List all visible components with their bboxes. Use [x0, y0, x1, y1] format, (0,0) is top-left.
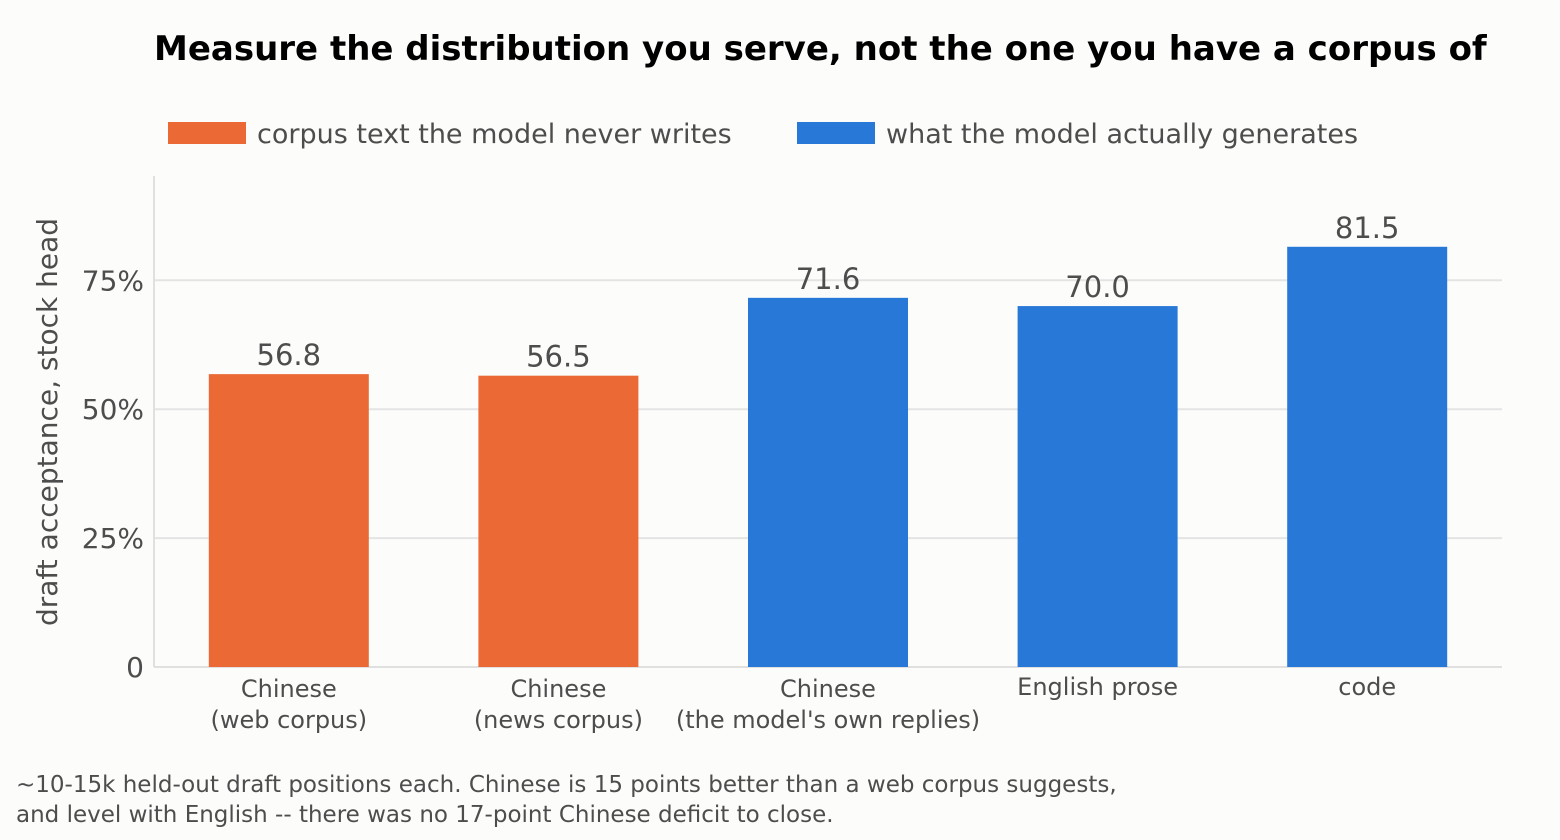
category-label: (the model's own replies) [676, 706, 980, 734]
legend: corpus text the model never writes what … [168, 119, 1358, 150]
bar-value-label: 71.6 [796, 262, 861, 296]
legend-label-generated: what the model actually generates [886, 119, 1358, 150]
footnote-line-2: and level with English -- there was no 1… [16, 802, 834, 828]
legend-swatch-generated [797, 122, 875, 144]
bar [478, 375, 639, 667]
bar-value-label: 56.5 [526, 340, 591, 374]
legend-swatch-corpus [168, 122, 246, 144]
bar [208, 374, 369, 667]
y-tick-label: 25% [82, 522, 144, 555]
y-tick-label: 50% [82, 393, 144, 426]
bar-value-label: 81.5 [1335, 211, 1400, 245]
category-label: Chinese [780, 675, 876, 703]
bars [208, 246, 1448, 667]
y-tick-label: 75% [82, 264, 144, 297]
bar [1287, 246, 1448, 667]
bar-value-label: 56.8 [257, 338, 322, 372]
bar [748, 297, 908, 667]
category-labels: Chinese (web corpus) Chinese (news corpus) C… [210, 673, 1396, 734]
value-labels: 56.8 56.5 71.6 70.0 81.5 [257, 211, 1400, 374]
category-label: Chinese [241, 675, 337, 703]
bar [1017, 306, 1178, 667]
legend-label-corpus: corpus text the model never writes [257, 119, 732, 150]
y-axis-label: draft acceptance, stock head [31, 218, 64, 626]
chart-title: Measure the distribution you serve, not … [154, 29, 1488, 69]
category-label: (web corpus) [210, 706, 367, 734]
category-label: English prose [1017, 673, 1178, 701]
footnote-line-1: ~10-15k held-out draft positions each. C… [16, 772, 1117, 798]
y-tick-label: 0 [126, 651, 144, 684]
category-label: Chinese [510, 675, 606, 703]
footnote: ~10-15k held-out draft positions each. C… [16, 770, 1516, 830]
y-tick-labels: 0 25% 50% 75% [82, 264, 144, 684]
category-label: (news corpus) [474, 706, 643, 734]
bar-value-label: 70.0 [1065, 270, 1130, 304]
category-label: code [1338, 673, 1396, 701]
